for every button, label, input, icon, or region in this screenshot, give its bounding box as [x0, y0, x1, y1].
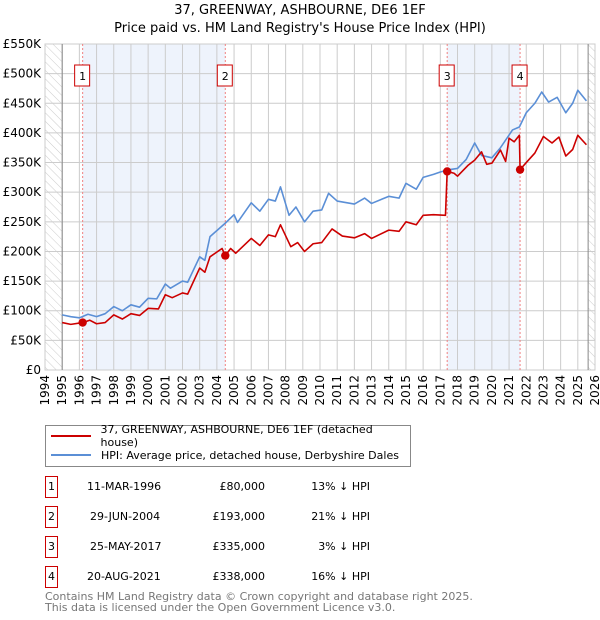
sale-badge-label: 4	[517, 70, 524, 83]
x-tick-label: 2019	[468, 375, 482, 406]
x-tick-label: 2009	[296, 375, 310, 406]
ownership-band	[447, 44, 521, 370]
x-tick-label: 2012	[347, 375, 361, 406]
x-tick-label: 2007	[261, 375, 275, 406]
y-tick-label: £450K	[3, 96, 43, 110]
y-tick-label: £350K	[3, 156, 43, 170]
transaction-date: 20-AUG-2021	[87, 570, 161, 583]
x-tick-label: 2017	[433, 375, 447, 406]
x-tick-label: 2018	[451, 375, 465, 406]
legend-item-hpi: HPI: Average price, detached house, Derb…	[46, 446, 399, 464]
x-tick-label: 2020	[485, 375, 499, 406]
x-tick-label: 2006	[244, 375, 258, 406]
chart-subtitle: Price paid vs. HM Land Registry's House …	[114, 21, 486, 36]
transaction-delta: 16% ↓ HPI	[311, 570, 370, 583]
y-tick-label: £250K	[3, 215, 43, 229]
y-tick-label: £550K	[3, 37, 43, 51]
transaction-badge: 1	[45, 476, 58, 498]
x-tick-label: 2008	[279, 375, 293, 406]
x-tick-label: 2001	[158, 375, 172, 406]
x-tick-label: 1997	[90, 375, 104, 406]
sale-badge-label: 1	[79, 70, 86, 83]
transaction-date: 29-JUN-2004	[90, 510, 161, 523]
x-tick-label: 2003	[193, 375, 207, 406]
sale-point	[515, 165, 525, 174]
footer-licence: This data is licensed under the Open Gov…	[45, 601, 396, 614]
transaction-price: £193,000	[212, 510, 266, 523]
transaction-delta: 21% ↓ HPI	[311, 510, 370, 523]
x-tick-label: 2016	[416, 375, 430, 406]
x-tick-label: 2013	[365, 375, 379, 406]
x-tick-label: 2011	[330, 375, 344, 406]
y-tick-label: £150K	[3, 274, 43, 288]
x-tick-label: 2014	[382, 375, 396, 406]
hpi-series-line	[62, 89, 588, 319]
x-tick-label: 1995	[55, 375, 69, 406]
legend-price-swatch	[51, 435, 91, 437]
transaction-price: £335,000	[212, 540, 266, 553]
transaction-price: £80,000	[219, 480, 266, 493]
price-series-line	[62, 134, 587, 326]
y-tick-label: £200K	[3, 244, 43, 258]
y-tick-label: £400K	[3, 126, 43, 140]
x-tick-label: 2000	[141, 375, 155, 406]
ownership-band	[82, 44, 226, 370]
x-tick-label: 2002	[176, 375, 190, 406]
x-tick-label: 1994	[38, 375, 52, 406]
x-tick-label: 2024	[554, 375, 568, 406]
no-data-area-right	[588, 44, 595, 370]
legend: 37, GREENWAY, ASHBOURNE, DE6 1EF (detach…	[45, 423, 411, 467]
legend-price-label: 37, GREENWAY, ASHBOURNE, DE6 1EF (detach…	[100, 423, 373, 449]
transaction-delta: 3% ↓ HPI	[318, 540, 370, 553]
sale-badge	[511, 64, 528, 87]
sale-point	[442, 167, 452, 176]
transaction-date: 11-MAR-1996	[87, 480, 162, 493]
legend-hpi-swatch	[51, 454, 91, 456]
y-tick-label: £0	[26, 363, 41, 377]
x-tick-label: 2005	[227, 375, 241, 406]
transaction-date: 25-MAY-2017	[90, 540, 162, 553]
sale-badge	[216, 64, 233, 87]
legend-hpi-label: HPI: Average price, detached house, Derb…	[101, 448, 399, 462]
sale-point	[78, 318, 87, 327]
sale-badge	[74, 64, 91, 87]
x-tick-label: 2021	[502, 375, 516, 406]
price-chart: £0 £50K £100K £150K £200K £250K £300K £350K £400…	[3, 37, 600, 406]
x-tick-label: 1996	[72, 375, 86, 406]
x-tick-label: 2004	[210, 375, 224, 406]
transaction-delta: 13% ↓ HPI	[311, 480, 370, 493]
transaction-badge: 2	[45, 506, 58, 528]
x-tick-label: 1999	[124, 375, 138, 406]
x-tick-label: 1998	[107, 375, 121, 406]
footer-copyright: Contains HM Land Registry data © Crown c…	[45, 590, 473, 603]
x-tick-label: 2023	[536, 375, 550, 406]
transaction-badge: 4	[45, 566, 58, 588]
no-data-area-left	[45, 44, 63, 370]
plot-frame	[44, 43, 596, 371]
sale-badge-label: 3	[444, 70, 451, 83]
transaction-price: £338,000	[212, 570, 266, 583]
x-tick-label: 2025	[571, 375, 585, 406]
sale-point	[221, 251, 230, 260]
legend-item-price: 37, GREENWAY, ASHBOURNE, DE6 1EF (detach…	[46, 423, 410, 449]
x-tick-label: 2026	[588, 375, 600, 406]
transaction-badge: 3	[45, 536, 58, 558]
chart-title: 37, GREENWAY, ASHBOURNE, DE6 1EF	[174, 3, 426, 18]
x-tick-label: 2010	[313, 375, 327, 406]
sale-badge	[438, 64, 455, 87]
y-tick-label: £500K	[3, 67, 43, 81]
x-tick-label: 2015	[399, 375, 413, 406]
y-tick-label: £100K	[3, 304, 43, 318]
y-tick-label: £300K	[3, 185, 43, 199]
x-tick-label: 2022	[519, 375, 533, 406]
y-tick-label: £50K	[10, 333, 42, 347]
sale-badge-label: 2	[222, 70, 229, 83]
